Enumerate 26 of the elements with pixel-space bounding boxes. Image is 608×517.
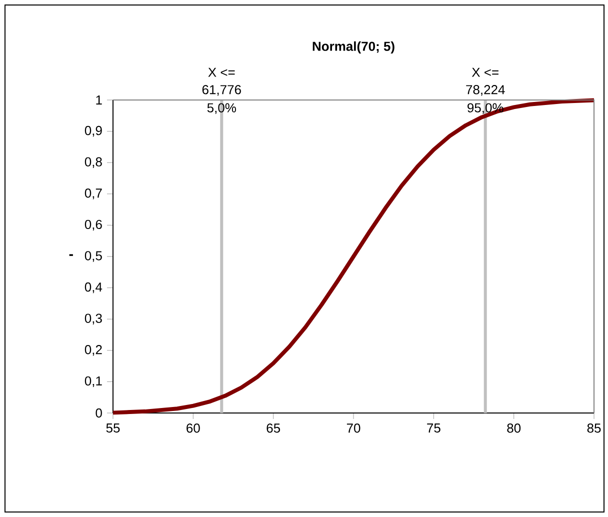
y-tick-label: 0,3 xyxy=(84,314,102,324)
x-tick-label: 70 xyxy=(346,424,360,433)
x-tick-label: 60 xyxy=(186,424,200,433)
text: 61,776 xyxy=(202,85,241,96)
annotation: 5,0% xyxy=(207,103,236,114)
ref-line-label: X <= xyxy=(208,68,235,77)
y-tick-label: 0,6 xyxy=(84,220,102,231)
x-tick-label: 55 xyxy=(106,424,120,433)
y-tick-label: 1 xyxy=(96,96,102,104)
y-tick-label: 0,9 xyxy=(84,126,102,137)
ref-line-label: X <= xyxy=(472,68,498,77)
x-tick-label: 65 xyxy=(266,424,280,433)
y-tick-label: 0,4 xyxy=(84,282,102,294)
y-tick-label: 0,1 xyxy=(84,376,102,388)
chart-title: Normal(70; 5) xyxy=(312,41,394,54)
y-tick-label: 0,7 xyxy=(84,188,102,200)
x-tick-label: 85 xyxy=(587,424,601,433)
y-tick-label: 0 xyxy=(96,408,102,418)
y-tick-label: 0,2 xyxy=(84,345,102,356)
annotation: 95,0% xyxy=(468,103,504,114)
y-axis-title: - xyxy=(69,254,73,256)
text: 78,224 xyxy=(466,85,505,96)
x-tick-label: 80 xyxy=(507,424,521,433)
y-tick-label: 0,8 xyxy=(84,157,102,168)
x-tick-label: 75 xyxy=(427,424,440,433)
y-tick-label: 0,5 xyxy=(84,251,102,262)
